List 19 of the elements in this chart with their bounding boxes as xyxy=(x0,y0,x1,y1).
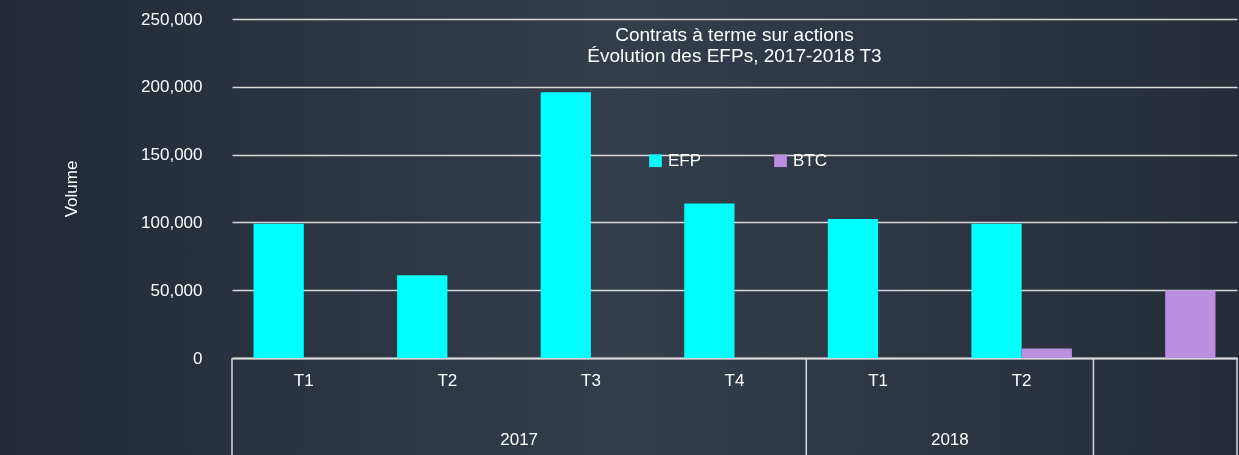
text: Évolution des EFPs, 2017-2018 T3 xyxy=(587,45,882,66)
y-tick-label: 50,000 xyxy=(150,280,203,300)
text: 2017 xyxy=(500,430,539,449)
x-tick-label: T3 xyxy=(581,370,601,390)
y-tick-label: 100,000 xyxy=(141,212,203,232)
y-axis-title: Volume xyxy=(62,160,82,218)
x-tick-label: T1 xyxy=(868,370,888,390)
y-tick-label: 0 xyxy=(193,348,203,368)
x-tick-label: T2 xyxy=(437,370,458,390)
y-tick-label: 250,000 xyxy=(141,9,203,29)
x-tick-label: T2 xyxy=(1011,370,1032,390)
chart-title: Contrats à terme sur actions xyxy=(615,24,854,45)
legend-label: EFP xyxy=(668,150,702,170)
y-tick-label: 150,000 xyxy=(141,145,203,165)
x-tick-label: T4 xyxy=(724,370,745,390)
x-tick-label: T1 xyxy=(293,370,314,390)
y-tick-label: 200,000 xyxy=(141,77,203,97)
legend-label: BTC xyxy=(793,150,827,170)
text: 2018 xyxy=(930,430,969,449)
